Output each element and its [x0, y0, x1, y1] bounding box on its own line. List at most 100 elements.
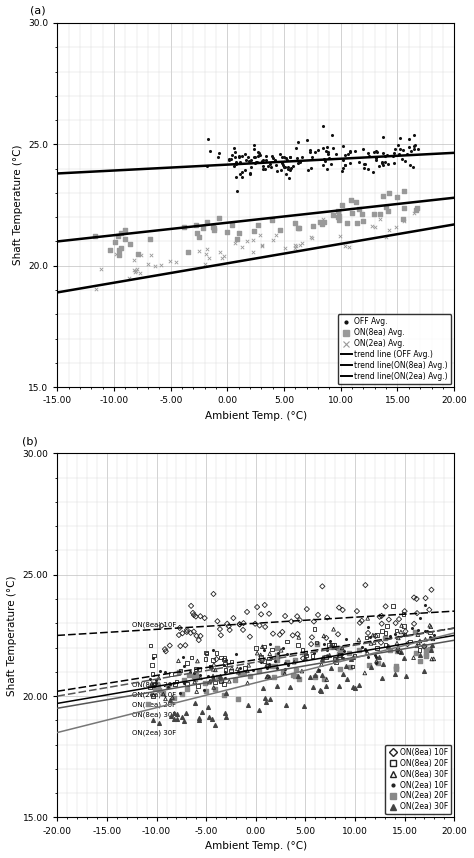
Point	[355, 644, 362, 657]
Point	[351, 680, 359, 694]
Text: ON(8ea) 30F: ON(8ea) 30F	[132, 711, 176, 717]
Point	[365, 149, 372, 163]
Point	[256, 148, 264, 162]
Point	[266, 157, 274, 171]
Point	[259, 681, 267, 695]
Point	[322, 650, 330, 664]
Point	[291, 669, 299, 683]
Point	[331, 641, 339, 655]
Point	[362, 578, 369, 592]
Point	[202, 645, 210, 659]
Point	[380, 146, 387, 160]
Point	[379, 154, 386, 168]
Point	[428, 638, 436, 652]
Point	[209, 712, 216, 726]
Point	[374, 656, 382, 670]
Point	[277, 163, 285, 177]
Point	[214, 150, 221, 164]
Point	[428, 652, 436, 666]
Point	[205, 132, 212, 146]
Point	[178, 687, 186, 701]
Point	[222, 666, 229, 680]
Point	[330, 622, 337, 636]
Point	[254, 218, 261, 232]
Point	[218, 251, 226, 264]
Point	[271, 670, 278, 684]
Point	[319, 652, 326, 666]
Point	[407, 144, 414, 158]
Point	[351, 649, 358, 662]
Point	[413, 202, 421, 215]
Point	[400, 214, 407, 228]
Point	[203, 214, 210, 228]
Point	[303, 602, 310, 616]
Point	[399, 143, 407, 157]
Point	[382, 638, 389, 652]
Point	[358, 613, 365, 627]
Point	[327, 641, 334, 655]
Point	[410, 142, 417, 156]
Point	[283, 635, 291, 649]
Point	[332, 147, 339, 160]
Point	[365, 658, 373, 672]
Point	[220, 688, 228, 702]
Point	[236, 618, 244, 631]
Point	[430, 628, 438, 642]
Point	[164, 680, 172, 693]
Point	[369, 628, 377, 642]
Point	[162, 644, 170, 658]
Point	[392, 661, 400, 674]
Point	[211, 663, 219, 677]
Point	[241, 164, 248, 178]
Point	[385, 223, 392, 237]
Point	[233, 233, 240, 246]
Point	[220, 653, 228, 667]
Point	[405, 140, 412, 154]
Point	[421, 598, 429, 612]
Point	[193, 226, 201, 239]
Point	[221, 671, 229, 685]
Text: ON(8ea) 20F: ON(8ea) 20F	[132, 682, 176, 688]
Point	[291, 656, 298, 669]
Point	[427, 619, 435, 633]
Point	[396, 645, 403, 659]
Point	[216, 211, 223, 225]
Point	[342, 632, 350, 646]
Point	[273, 653, 281, 667]
Point	[360, 157, 367, 171]
Point	[264, 669, 272, 683]
Point	[381, 149, 388, 163]
Point	[146, 233, 154, 246]
Point	[294, 156, 302, 170]
Point	[323, 673, 330, 686]
Point	[250, 138, 257, 152]
Point	[264, 160, 272, 173]
Point	[346, 661, 354, 674]
Point	[356, 616, 364, 630]
Point	[341, 148, 348, 162]
Point	[202, 685, 210, 698]
Point	[339, 153, 346, 166]
Point	[223, 617, 231, 631]
Point	[150, 680, 157, 693]
Point	[259, 162, 267, 176]
Point	[177, 663, 184, 677]
Point	[268, 643, 276, 656]
Point	[222, 686, 229, 700]
Point	[233, 154, 240, 168]
Point	[282, 662, 289, 675]
Point	[413, 639, 420, 653]
Point	[370, 207, 377, 221]
Point	[339, 651, 347, 665]
Point	[233, 170, 240, 184]
Point	[309, 231, 316, 245]
Point	[169, 691, 176, 704]
Point	[393, 644, 401, 658]
Point	[265, 657, 273, 671]
Point	[429, 632, 437, 646]
Point	[250, 225, 258, 239]
Point	[265, 651, 273, 665]
Point	[378, 624, 386, 637]
Point	[284, 160, 292, 174]
Point	[291, 654, 299, 668]
